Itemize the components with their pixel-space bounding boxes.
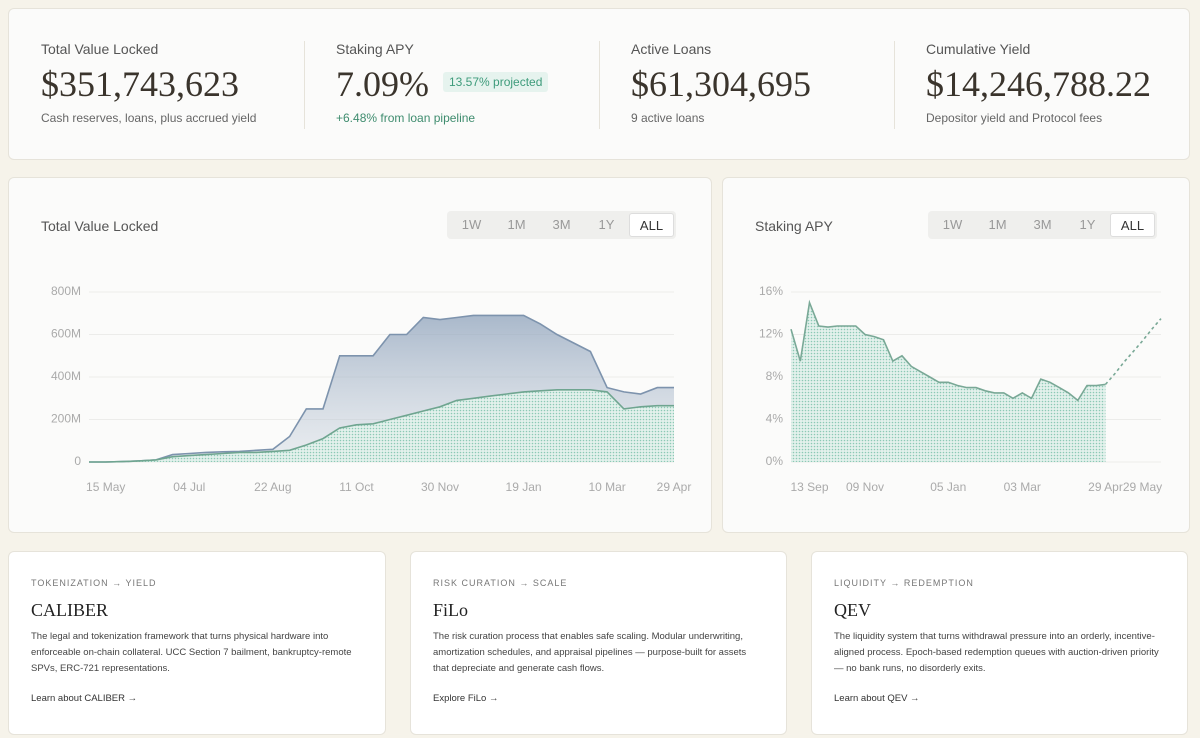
stat-value: $14,246,788.22 xyxy=(926,64,1151,104)
x-tick-label: 15 May xyxy=(86,480,125,494)
range-button[interactable]: ALL xyxy=(629,213,674,237)
stat-value: $61,304,695 xyxy=(631,64,811,104)
card-link[interactable]: Explore FiLo → xyxy=(433,693,499,704)
badge: 13.57% projected xyxy=(443,72,549,92)
chart-title: Total Value Locked xyxy=(41,218,159,234)
stat-note: Cash reserves, loans, plus accrued yield xyxy=(41,111,257,125)
y-tick-label: 800M xyxy=(51,284,81,298)
stat-note: 9 active loans xyxy=(631,111,705,125)
x-tick-label: 29 May xyxy=(1123,480,1162,494)
x-tick-label: 29 Apr xyxy=(657,480,692,494)
area xyxy=(89,389,674,462)
stat-label: Total Value Locked xyxy=(41,41,159,57)
stat-label: Active Loans xyxy=(631,41,712,57)
x-tick-label: 29 Apr xyxy=(1088,480,1123,494)
card-text: The legal and tokenization framework tha… xyxy=(31,631,352,674)
stat: Cumulative Yield $14,246,788.22 Deposito… xyxy=(894,9,1189,159)
chart: 0 200M 400M 600M 800M 15 May 04 Jul 22 Aug 11 Oc… xyxy=(51,284,692,494)
card-text: The risk curation process that enables s… xyxy=(433,631,747,674)
x-tick-label: 05 Jan xyxy=(930,480,966,494)
stat-label: Cumulative Yield xyxy=(926,41,1031,57)
y-tick-label: 16% xyxy=(759,284,783,298)
x-tick-label: 19 Jan xyxy=(506,480,542,494)
stat-value: 7.09% xyxy=(336,64,429,104)
line xyxy=(89,314,674,463)
line xyxy=(89,389,674,463)
stat-note: Depositor yield and Protocol fees xyxy=(926,111,1103,125)
line xyxy=(1104,318,1162,385)
chart-panel: Staking APY 1W 1M 3M 1Y ALL 0% 4% 8% 12% 16% 13 S… xyxy=(722,177,1190,533)
range-button[interactable]: 3M xyxy=(552,217,571,232)
stats-card: Total Value Locked $351,743,623 Cash res… xyxy=(8,8,1190,160)
card-title: QEV xyxy=(834,600,871,620)
range-button[interactable]: 1Y xyxy=(598,217,615,232)
y-tick-label: 400M xyxy=(51,369,81,383)
range-selector: 1W 1M 3M 1Y ALL xyxy=(928,211,1157,239)
info-card: LIQUIDITY → REDEMPTION QEV The liquidity… xyxy=(811,551,1188,735)
y-tick-label: 0% xyxy=(766,454,784,468)
y-tick-label: 12% xyxy=(759,327,783,341)
range-selector: 1W 1M 3M 1Y ALL xyxy=(447,211,676,239)
x-tick-label: 11 Oct xyxy=(339,480,374,494)
range-button[interactable]: 1W xyxy=(461,217,482,232)
stat: Total Value Locked $351,743,623 Cash res… xyxy=(9,9,304,159)
info-card: TOKENIZATION → YIELD CALIBER The legal a… xyxy=(8,551,386,735)
card-text: The liquidity system that turns withdraw… xyxy=(834,631,1159,674)
line xyxy=(790,299,1106,402)
chart-title: Staking APY xyxy=(755,218,833,234)
range-button[interactable]: 1M xyxy=(507,217,526,232)
y-tick-label: 8% xyxy=(766,369,784,383)
x-tick-label: 30 Nov xyxy=(421,480,459,494)
stat: Staking APY 7.09% 13.57% projected +6.48%… xyxy=(304,9,599,159)
range-button[interactable]: 3M xyxy=(1033,217,1052,232)
card-kicker: RISK CURATION → SCALE xyxy=(433,578,568,588)
range-button[interactable]: 1M xyxy=(988,217,1007,232)
card-title: FiLo xyxy=(433,600,469,620)
x-tick-label: 09 Nov xyxy=(846,480,884,494)
stat-note: +6.48% from loan pipeline xyxy=(336,111,476,125)
x-tick-label: 10 Mar xyxy=(588,480,625,494)
y-tick-label: 4% xyxy=(766,412,784,426)
x-tick-label: 03 Mar xyxy=(1004,480,1041,494)
x-tick-label: 22 Aug xyxy=(254,480,291,494)
range-button[interactable]: 1Y xyxy=(1079,217,1096,232)
range-button[interactable]: 1W xyxy=(942,217,963,232)
y-tick-label: 200M xyxy=(51,412,81,426)
y-tick-label: 600M xyxy=(51,327,81,341)
card-link[interactable]: Learn about QEV → xyxy=(834,693,920,704)
card-kicker: LIQUIDITY → REDEMPTION xyxy=(834,578,974,588)
chart: 0% 4% 8% 12% 16% 13 Sep 09 Nov 05 Jan 03 Mar 29 A… xyxy=(759,284,1162,494)
x-tick-label: 13 Sep xyxy=(790,480,828,494)
stat: Active Loans $61,304,695 9 active loans xyxy=(599,9,894,159)
card-link[interactable]: Learn about CALIBER → xyxy=(31,693,138,704)
info-card: RISK CURATION → SCALE FiLo The risk cura… xyxy=(410,551,787,735)
chart-panel: Total Value Locked 1W 1M 3M 1Y ALL 0 200M 400M… xyxy=(8,177,712,533)
x-tick-label: 04 Jul xyxy=(173,480,205,494)
stat-value: $351,743,623 xyxy=(41,64,239,104)
card-title: CALIBER xyxy=(31,600,109,620)
range-button[interactable]: ALL xyxy=(1110,213,1155,237)
card-kicker: TOKENIZATION → YIELD xyxy=(31,578,157,588)
stat-label: Staking APY xyxy=(336,41,414,57)
y-tick-label: 0 xyxy=(74,454,81,468)
